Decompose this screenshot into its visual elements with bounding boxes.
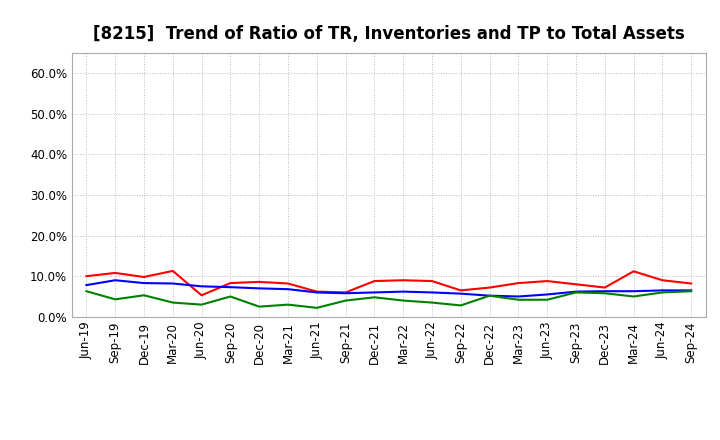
- Trade Payables: [543, 297, 552, 302]
- Trade Payables: [226, 294, 235, 299]
- Trade Payables: [428, 300, 436, 305]
- Trade Receivables: [255, 279, 264, 285]
- Trade Payables: [168, 300, 177, 305]
- Trade Receivables: [168, 268, 177, 274]
- Inventories: [226, 285, 235, 290]
- Inventories: [255, 286, 264, 291]
- Trade Payables: [111, 297, 120, 302]
- Trade Payables: [485, 293, 494, 298]
- Trade Payables: [140, 293, 148, 298]
- Trade Payables: [687, 289, 696, 294]
- Inventories: [284, 286, 292, 292]
- Trade Payables: [456, 303, 465, 308]
- Trade Receivables: [658, 278, 667, 283]
- Inventories: [600, 289, 609, 294]
- Inventories: [572, 289, 580, 294]
- Trade Receivables: [370, 279, 379, 284]
- Line: Trade Receivables: Trade Receivables: [86, 271, 691, 295]
- Trade Payables: [600, 290, 609, 296]
- Trade Receivables: [485, 285, 494, 290]
- Trade Payables: [658, 290, 667, 295]
- Trade Receivables: [456, 288, 465, 293]
- Trade Receivables: [140, 275, 148, 280]
- Trade Receivables: [111, 270, 120, 275]
- Trade Payables: [572, 290, 580, 295]
- Trade Receivables: [341, 290, 350, 295]
- Trade Receivables: [284, 281, 292, 286]
- Trade Payables: [197, 302, 206, 307]
- Inventories: [111, 278, 120, 283]
- Trade Payables: [312, 305, 321, 311]
- Trade Receivables: [226, 280, 235, 286]
- Trade Receivables: [600, 285, 609, 290]
- Line: Inventories: Inventories: [86, 280, 691, 297]
- Trade Receivables: [399, 278, 408, 283]
- Inventories: [341, 290, 350, 296]
- Trade Receivables: [629, 269, 638, 274]
- Trade Receivables: [543, 279, 552, 284]
- Title: [8215]  Trend of Ratio of TR, Inventories and TP to Total Assets: [8215] Trend of Ratio of TR, Inventories…: [93, 25, 685, 43]
- Inventories: [687, 288, 696, 293]
- Inventories: [456, 291, 465, 296]
- Inventories: [399, 289, 408, 294]
- Inventories: [370, 290, 379, 295]
- Trade Payables: [82, 289, 91, 294]
- Trade Receivables: [514, 280, 523, 286]
- Trade Receivables: [428, 279, 436, 284]
- Trade Payables: [284, 302, 292, 307]
- Trade Payables: [629, 294, 638, 299]
- Trade Receivables: [82, 274, 91, 279]
- Trade Payables: [399, 298, 408, 303]
- Trade Receivables: [572, 282, 580, 287]
- Trade Payables: [255, 304, 264, 309]
- Inventories: [514, 294, 523, 299]
- Trade Payables: [514, 297, 523, 302]
- Trade Payables: [341, 298, 350, 303]
- Inventories: [82, 282, 91, 288]
- Trade Receivables: [197, 293, 206, 298]
- Trade Receivables: [687, 281, 696, 286]
- Inventories: [312, 290, 321, 295]
- Inventories: [140, 280, 148, 286]
- Trade Receivables: [312, 289, 321, 294]
- Inventories: [629, 289, 638, 294]
- Inventories: [428, 290, 436, 295]
- Trade Payables: [370, 295, 379, 300]
- Inventories: [658, 288, 667, 293]
- Inventories: [197, 284, 206, 289]
- Inventories: [168, 281, 177, 286]
- Inventories: [485, 293, 494, 298]
- Inventories: [543, 292, 552, 297]
- Line: Trade Payables: Trade Payables: [86, 291, 691, 308]
